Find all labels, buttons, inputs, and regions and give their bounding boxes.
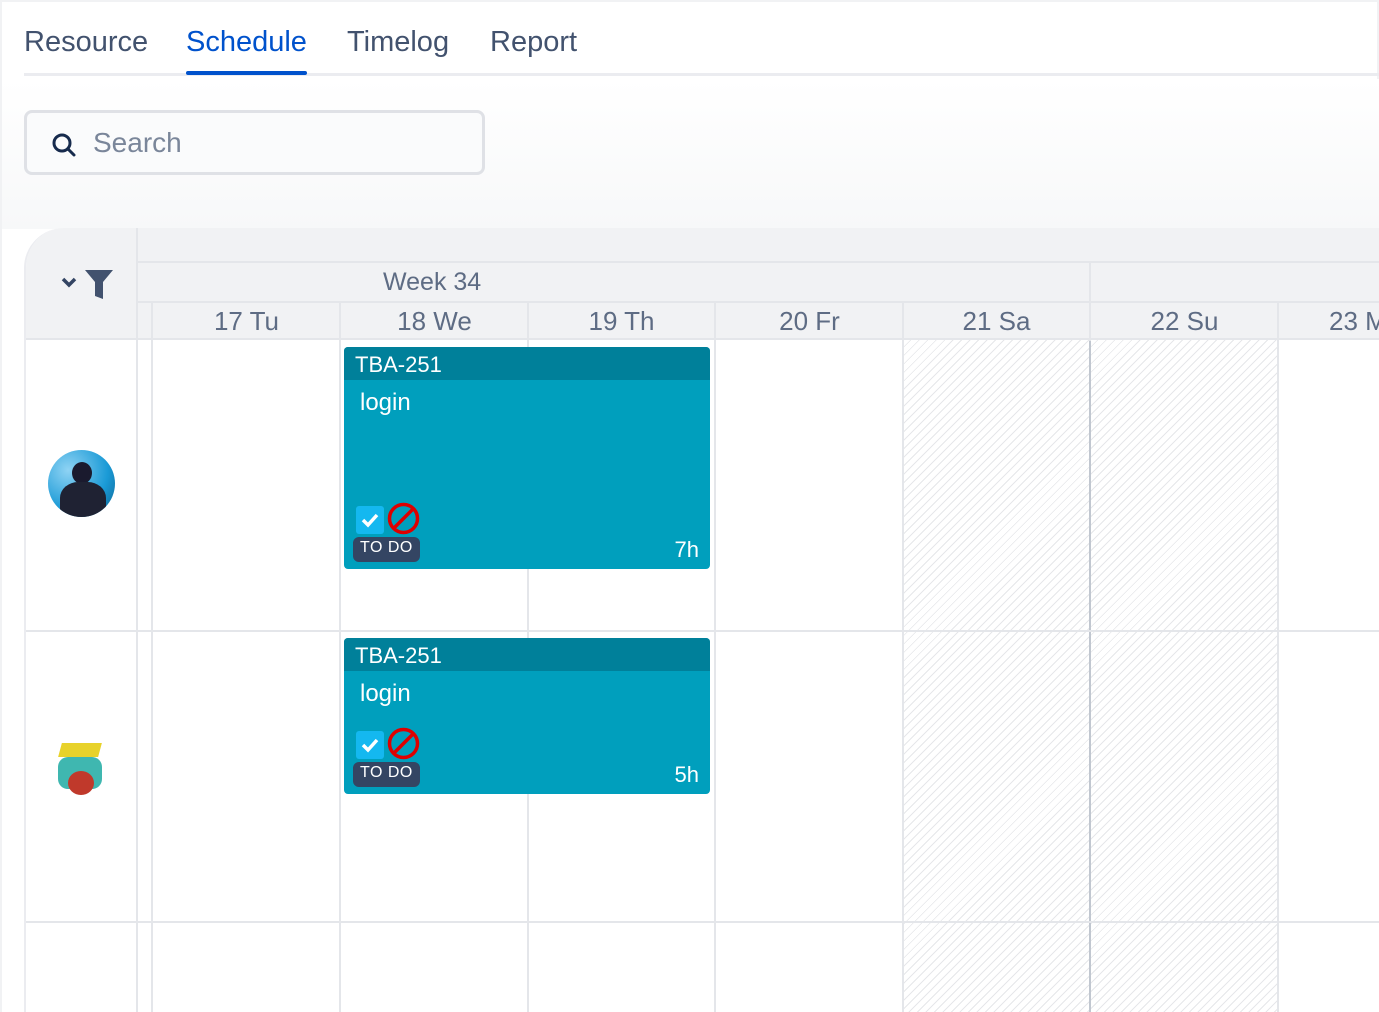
day-header: 21 Sa xyxy=(962,306,1031,336)
day-header: 23 M xyxy=(1329,306,1379,336)
day-header: 18 We xyxy=(397,306,472,336)
divider xyxy=(138,301,1379,303)
issue-key[interactable]: TBA-251 xyxy=(344,638,710,671)
divider xyxy=(714,301,716,1012)
week-label: Week 34 xyxy=(383,268,482,296)
status-badge: TO DO xyxy=(353,762,420,787)
checkbox-icon xyxy=(356,731,384,759)
day-header: 19 Th xyxy=(588,306,655,336)
day-header: 22 Su xyxy=(1150,306,1219,336)
event-title: login xyxy=(360,389,411,416)
status-badge: TO DO xyxy=(353,537,420,562)
row-divider xyxy=(26,630,1379,632)
divider xyxy=(1089,261,1091,341)
schedule-grid: Week 34 17 Tu 18 We 19 Th 20 Fr 21 Sa 22… xyxy=(24,228,1379,1012)
divider xyxy=(138,261,1379,263)
day-header: 17 Tu xyxy=(213,306,280,336)
weekend-cell-su xyxy=(1090,340,1278,1012)
event-card[interactable]: TBA-251 login TO DO 7h xyxy=(344,347,710,569)
tab-report[interactable]: Report xyxy=(490,26,578,58)
search-box[interactable] xyxy=(24,110,485,175)
robot-avatar[interactable] xyxy=(48,741,115,808)
divider xyxy=(1277,301,1279,1012)
blocked-icon xyxy=(387,727,420,760)
issue-key[interactable]: TBA-251 xyxy=(344,347,710,380)
event-title: login xyxy=(360,680,411,707)
weekend-cell-sa xyxy=(903,340,1090,1012)
divider xyxy=(339,301,341,1012)
hours-label: 7h xyxy=(674,537,699,562)
tab-schedule[interactable]: Schedule xyxy=(186,26,307,75)
tab-resource[interactable]: Resource xyxy=(24,26,149,58)
divider xyxy=(136,228,138,1012)
blocked-icon xyxy=(387,502,420,535)
day-header: 20 Fr xyxy=(779,306,840,336)
search-icon xyxy=(52,133,76,157)
chevron-down-icon[interactable] xyxy=(60,276,78,288)
search-input[interactable] xyxy=(93,125,453,161)
tab-bar: Resource Schedule Timelog Report xyxy=(24,0,1379,76)
hours-label: 5h xyxy=(674,762,699,787)
row-divider xyxy=(26,921,1379,923)
divider xyxy=(902,301,904,1012)
tab-timelog[interactable]: Timelog xyxy=(347,26,450,58)
grid-header xyxy=(26,228,1379,340)
user-avatar[interactable] xyxy=(48,450,115,517)
filter-icon[interactable] xyxy=(84,268,114,300)
checkbox-icon xyxy=(356,506,384,534)
week-divider xyxy=(1089,261,1091,1012)
event-card[interactable]: TBA-251 login TO DO 5h xyxy=(344,638,710,794)
divider xyxy=(151,301,153,1012)
